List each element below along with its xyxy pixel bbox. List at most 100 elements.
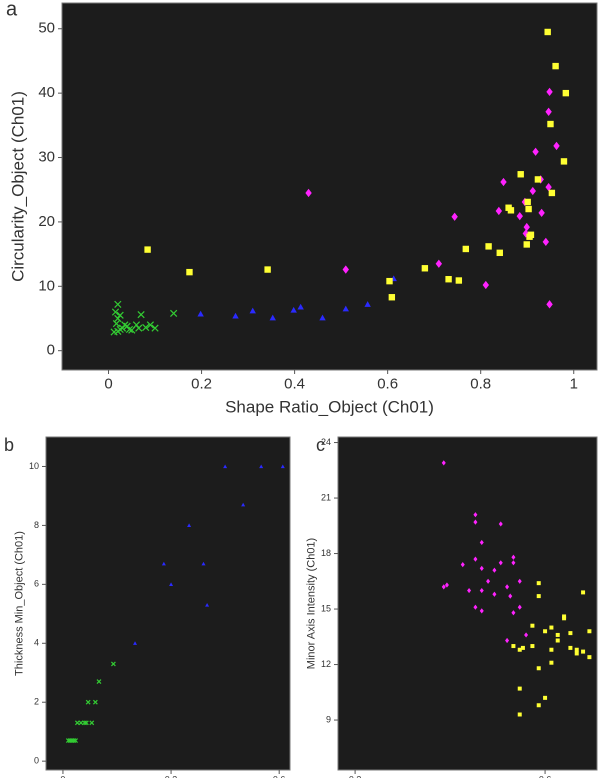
point	[290, 306, 297, 313]
y-tick-label: 10	[38, 277, 55, 294]
point	[560, 158, 568, 165]
point	[536, 594, 541, 599]
point	[522, 229, 530, 238]
point	[511, 554, 516, 560]
point	[479, 608, 484, 614]
point	[587, 655, 592, 660]
point	[305, 188, 312, 198]
point	[505, 637, 510, 644]
point	[525, 205, 532, 213]
point	[205, 602, 210, 607]
point	[74, 720, 80, 726]
point	[530, 644, 535, 649]
point	[555, 638, 560, 643]
point	[523, 241, 530, 248]
point	[342, 265, 349, 274]
point	[73, 738, 78, 743]
point	[524, 632, 529, 638]
point	[421, 265, 429, 272]
y-axis-label: Circularity_Object (Ch01)	[8, 91, 27, 282]
point	[280, 464, 285, 469]
point	[473, 556, 478, 562]
point	[581, 649, 586, 654]
point	[547, 120, 554, 128]
point	[297, 303, 304, 310]
point	[186, 268, 193, 276]
point	[151, 324, 159, 332]
y-tick-label: 9	[326, 714, 331, 724]
point	[479, 565, 484, 571]
point	[435, 259, 443, 268]
y-tick-label: 18	[321, 548, 331, 558]
point	[118, 324, 127, 332]
point	[441, 584, 446, 590]
x-tick-label: 0	[104, 375, 112, 392]
point	[530, 623, 535, 628]
point	[479, 539, 484, 546]
point	[507, 207, 515, 214]
point	[529, 186, 536, 196]
point	[538, 208, 545, 218]
panel-label: b	[4, 435, 14, 455]
point	[517, 686, 522, 691]
point	[517, 712, 522, 717]
point	[223, 464, 228, 469]
x-tick-label: 0.6	[273, 775, 286, 778]
x-tick-label: 0.3	[165, 775, 178, 778]
point	[161, 561, 166, 566]
point	[492, 591, 497, 597]
point	[319, 314, 326, 321]
point	[545, 182, 552, 192]
point	[498, 521, 503, 527]
y-axis-label: Thickness Min_Object (Ch01)	[14, 531, 26, 676]
point	[485, 243, 492, 250]
x-tick-label: 0.2	[191, 375, 212, 392]
point	[526, 233, 533, 240]
point	[125, 325, 134, 334]
point	[555, 632, 560, 637]
point	[496, 249, 503, 257]
point	[520, 645, 525, 650]
plot-area	[61, 2, 598, 371]
point	[78, 720, 84, 726]
point	[536, 666, 541, 671]
point	[568, 645, 573, 650]
point	[574, 651, 579, 656]
point	[517, 604, 522, 610]
point	[197, 310, 204, 317]
point	[568, 631, 573, 636]
point	[574, 647, 579, 652]
point	[386, 277, 393, 285]
point	[544, 28, 551, 36]
point	[451, 212, 458, 221]
point	[85, 699, 91, 705]
plot-area	[45, 436, 291, 771]
point	[269, 314, 276, 321]
point	[549, 660, 554, 665]
point	[543, 695, 548, 700]
point	[545, 107, 552, 116]
point	[517, 647, 522, 652]
x-tick-label: 0.6	[539, 775, 552, 778]
point	[546, 87, 553, 97]
point	[549, 647, 554, 652]
point	[133, 641, 138, 645]
point	[137, 311, 145, 319]
point	[441, 460, 446, 466]
point	[473, 512, 478, 518]
x-tick-label: 0.4	[284, 375, 305, 392]
y-tick-label: 6	[34, 579, 39, 589]
point	[364, 301, 371, 307]
y-tick-label: 10	[29, 461, 39, 471]
point	[482, 280, 490, 290]
x-tick-label: 0.6	[377, 375, 398, 392]
point	[508, 593, 513, 599]
point	[534, 176, 542, 183]
point	[467, 587, 472, 594]
point	[96, 679, 102, 685]
point	[110, 328, 118, 336]
y-tick-label: 30	[38, 148, 55, 165]
point	[486, 578, 491, 584]
point	[495, 206, 503, 216]
point	[500, 177, 507, 187]
